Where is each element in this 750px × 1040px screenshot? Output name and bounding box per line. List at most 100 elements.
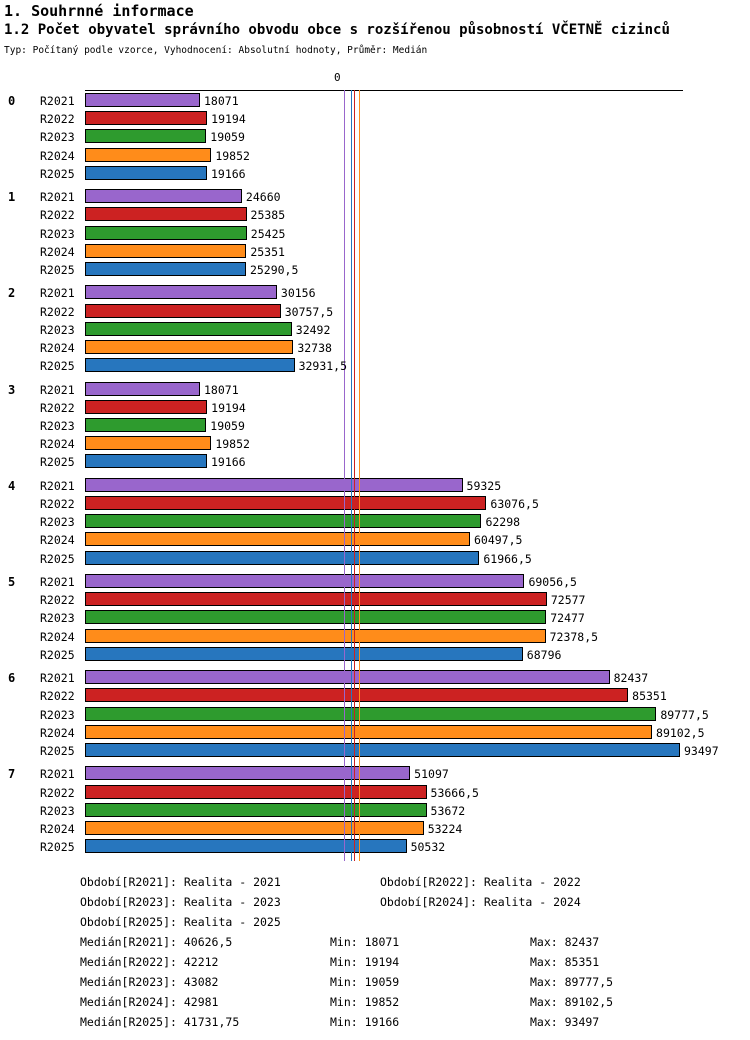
bar-value-label: 51097 bbox=[414, 767, 449, 782]
bar-value-label: 19194 bbox=[211, 400, 246, 415]
bar-value-label: 25351 bbox=[250, 244, 285, 259]
legend-min: Min: 19194 bbox=[330, 955, 400, 969]
bar-value-label: 60497,5 bbox=[473, 533, 523, 548]
bar-value-label: 30156 bbox=[280, 286, 316, 301]
bar bbox=[85, 285, 277, 300]
bar-value-label: 30757,5 bbox=[284, 304, 334, 319]
series-label: R2023 bbox=[40, 515, 75, 530]
series-label: R2022 bbox=[40, 785, 75, 800]
median-line bbox=[343, 90, 345, 861]
bar bbox=[85, 189, 242, 204]
series-label: R2025 bbox=[40, 455, 75, 470]
bar bbox=[85, 743, 680, 757]
series-label: R2024 bbox=[40, 822, 75, 836]
legend-min: Min: 19166 bbox=[330, 1015, 400, 1029]
bar-value-label: 69056,5 bbox=[528, 575, 577, 589]
median-line bbox=[350, 90, 352, 861]
legend-min: Min: 18071 bbox=[330, 935, 400, 949]
bar-value-label: 19852 bbox=[215, 437, 250, 452]
series-label: R2024 bbox=[40, 148, 75, 163]
series-label: R2023 bbox=[40, 419, 75, 433]
bar bbox=[85, 358, 295, 373]
bar-value-label: 32931,5 bbox=[298, 359, 348, 374]
bar-value-label: 19059 bbox=[210, 130, 245, 145]
series-label: R2022 bbox=[40, 593, 75, 608]
report-title-line2: 1.2 Počet obyvatel správního obvodu obce… bbox=[4, 22, 670, 38]
series-label: R2022 bbox=[40, 304, 75, 319]
series-label: R2025 bbox=[40, 744, 75, 758]
bar-value-label: 68796 bbox=[526, 647, 562, 662]
bar bbox=[85, 418, 207, 432]
bar bbox=[85, 147, 212, 162]
bar bbox=[85, 262, 246, 276]
bar bbox=[85, 321, 292, 336]
series-label: R2025 bbox=[40, 263, 75, 277]
x-axis-zero-label: 0 bbox=[334, 71, 341, 84]
bar-value-label: 61966,5 bbox=[483, 551, 532, 566]
bar-value-label: 25425 bbox=[250, 226, 286, 241]
bar-value-label: 18071 bbox=[204, 94, 239, 108]
bar bbox=[85, 646, 523, 661]
legend-period-right: Období[R2022]: Realita - 2022 bbox=[380, 875, 581, 889]
category-label: 6 bbox=[8, 671, 16, 686]
bar bbox=[85, 496, 487, 510]
bar bbox=[85, 550, 480, 565]
series-label: R2021 bbox=[40, 382, 75, 397]
series-label: R2023 bbox=[40, 130, 75, 145]
series-label: R2021 bbox=[40, 671, 75, 686]
bar-value-label: 24660 bbox=[245, 190, 281, 205]
series-label: R2024 bbox=[40, 341, 75, 355]
bar-value-label: 19166 bbox=[210, 455, 246, 470]
bar-value-label: 25385 bbox=[250, 208, 286, 223]
bar-value-label: 72577 bbox=[550, 593, 586, 608]
legend-median: Medián[R2024]: 42981 bbox=[80, 995, 219, 1009]
legend-period-left: Období[R2023]: Realita - 2023 bbox=[80, 895, 281, 909]
series-label: R2024 bbox=[40, 244, 75, 259]
bar bbox=[85, 766, 411, 781]
bar-value-label: 89102,5 bbox=[656, 725, 705, 740]
bar bbox=[85, 610, 547, 625]
series-label: R2023 bbox=[40, 611, 75, 626]
series-label: R2021 bbox=[40, 94, 75, 108]
bar bbox=[85, 454, 207, 469]
report-meta-line: Typ: Počítaný podle vzorce, Vyhodnocení:… bbox=[4, 45, 428, 56]
bar bbox=[85, 514, 482, 529]
bar bbox=[85, 225, 247, 240]
bar bbox=[85, 111, 208, 126]
bar bbox=[85, 207, 247, 222]
category-label: 2 bbox=[8, 286, 16, 301]
bar-value-label: 50532 bbox=[410, 840, 446, 855]
bar-value-label: 89777,5 bbox=[660, 707, 709, 722]
bar bbox=[85, 628, 546, 643]
bar-value-label: 82437 bbox=[613, 671, 649, 686]
legend-min: Min: 19852 bbox=[330, 995, 400, 1009]
series-label: R2021 bbox=[40, 478, 75, 493]
series-label: R2025 bbox=[40, 166, 75, 181]
legend-max: Max: 93497 bbox=[530, 1015, 600, 1029]
category-label: 0 bbox=[8, 94, 16, 108]
bar-value-label: 53666,5 bbox=[430, 785, 479, 800]
series-label: R2021 bbox=[40, 575, 75, 589]
bar bbox=[85, 243, 247, 258]
median-line bbox=[358, 90, 360, 861]
legend-min: Min: 19059 bbox=[330, 975, 400, 989]
bar bbox=[85, 784, 427, 799]
legend-max: Max: 85351 bbox=[530, 955, 600, 969]
bar bbox=[85, 303, 281, 318]
bar-value-label: 53224 bbox=[427, 822, 463, 836]
category-label: 5 bbox=[8, 575, 16, 589]
bar-value-label: 72378,5 bbox=[549, 629, 599, 644]
bar-value-label: 25290,5 bbox=[249, 263, 299, 277]
legend-median: Medián[R2022]: 42212 bbox=[80, 955, 219, 969]
category-label: 7 bbox=[8, 767, 16, 782]
bar-value-label: 63076,5 bbox=[490, 497, 539, 511]
median-line bbox=[359, 90, 361, 861]
bar bbox=[85, 688, 629, 703]
series-label: R2023 bbox=[40, 803, 75, 818]
legend-period-left: Období[R2021]: Realita - 2021 bbox=[80, 875, 281, 889]
legend-max: Max: 82437 bbox=[530, 935, 600, 949]
series-label: R2023 bbox=[40, 322, 75, 337]
series-label: R2023 bbox=[40, 226, 75, 241]
bar bbox=[85, 706, 657, 721]
series-label: R2022 bbox=[40, 208, 75, 223]
